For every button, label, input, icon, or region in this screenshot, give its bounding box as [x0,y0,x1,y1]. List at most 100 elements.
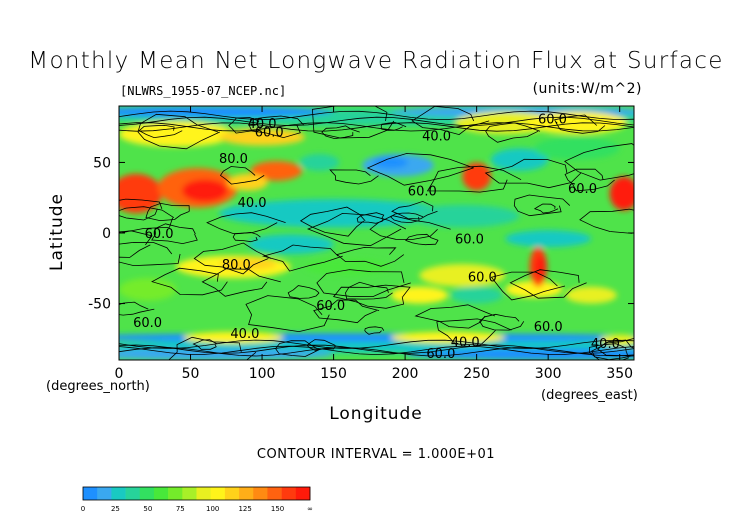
x-axis-label: Longitude [329,404,423,424]
contour-line [509,269,587,299]
contour-line [366,153,475,186]
contour-line [232,231,261,243]
y-tick-label: 50 [93,155,111,171]
field-blob [450,286,503,304]
contour-line [369,215,451,240]
contour-interval-label: CONTOUR INTERVAL = 1.000E+01 [256,447,496,462]
x-tick-label: 350 [606,366,633,382]
contour-line [248,115,305,139]
contour-line [119,241,181,267]
field-blob [304,258,391,276]
x-tick-label: 150 [320,366,347,382]
colorbar: 0 25 50 75 100 125 150 ∞ [81,486,313,513]
contour-line [119,344,634,354]
colorbar-swatch [182,487,197,500]
heatmap-field [119,106,634,360]
contour-line [192,339,218,350]
x-axis-ticks: 0 50 100 150 200 250 300 350 [115,106,633,382]
contour-line [411,106,490,136]
x-tick-label: 200 [392,366,419,382]
colorbar-swatch [210,487,226,500]
colorbar-label: 0 [81,505,85,513]
contour-line [299,206,366,237]
y-axis-label: Latitude [47,193,67,271]
colorbar-swatch [139,487,155,500]
field-blob [419,264,506,287]
contour-line [262,244,343,272]
contour-line [426,165,522,193]
colorbar-swatch [83,487,98,500]
colorbar-swatch [168,487,183,500]
contour-line [321,125,360,140]
x-tick-label: 300 [535,366,562,382]
colorbar-label: 75 [176,505,185,513]
field-blob [373,156,408,169]
field-blob [119,333,634,342]
contour-line [597,338,634,357]
contour-line [206,212,286,235]
contour-line [364,326,385,335]
contour-line [533,203,559,214]
contour-line [119,122,634,132]
contour-label: 60.0 [255,125,284,140]
contour-label: 40.0 [451,336,480,351]
contour-line [287,285,320,299]
contour-line [307,212,407,247]
contour-line [405,233,439,246]
colorbar-swatch [295,487,311,500]
colorbar-label: 100 [206,505,219,513]
x-tick-label: 50 [182,366,200,382]
contour-line [145,202,190,222]
contour-line [332,284,411,309]
colorbar-label: ∞ [307,505,313,513]
field-blob [181,179,228,202]
contour-line [513,194,571,217]
colorbar-frame [82,486,311,501]
contour-line [151,267,228,296]
field-blob [505,230,592,248]
contour-line [589,343,629,360]
contour-line [591,339,634,360]
contour-label: 60.0 [455,233,484,248]
contour-label: 40.0 [591,337,620,352]
contour-label: 80.0 [219,152,248,167]
contour-label: 60.0 [145,227,174,242]
colorbar-label: 125 [238,505,251,513]
contour-line [119,347,634,357]
contour-line [484,158,582,189]
contour-line [245,295,330,333]
contour-label: 80.0 [222,258,251,273]
contour-line [490,271,566,301]
contour-line [564,143,634,181]
x-tick-label: 100 [249,366,276,382]
colorbar-swatch [111,487,126,500]
x-tick-label: 0 [115,366,124,382]
field-blob [609,176,634,211]
contour-line [168,336,257,360]
contour-line [119,301,155,316]
contour-label: 60.0 [568,182,597,197]
contour-line [564,168,615,192]
colorbar-swatch [125,487,141,500]
contour-line [391,200,438,220]
contour-line [414,304,496,329]
contour-line [485,122,541,143]
contour-label: 60.0 [534,320,563,335]
units-label: (units:W/m^2) [532,81,642,97]
contour-label: 40.0 [230,327,259,342]
field-blob [119,278,177,301]
contour-line [316,269,411,298]
colorbar-label: 150 [271,505,284,513]
source-file-label: [NLWRS_1955-07_NCEP.nc] [120,84,287,98]
contour-line [228,117,264,134]
field-blob [299,153,340,171]
field-blob [247,234,334,255]
contour-label: 60.0 [426,347,455,362]
colorbar-label: 50 [143,505,152,513]
contour-line [119,339,634,349]
contour-line [479,313,525,331]
x-unit-note: (degrees_east) [541,388,638,403]
field-blob [119,173,162,214]
field-blob [405,204,520,228]
